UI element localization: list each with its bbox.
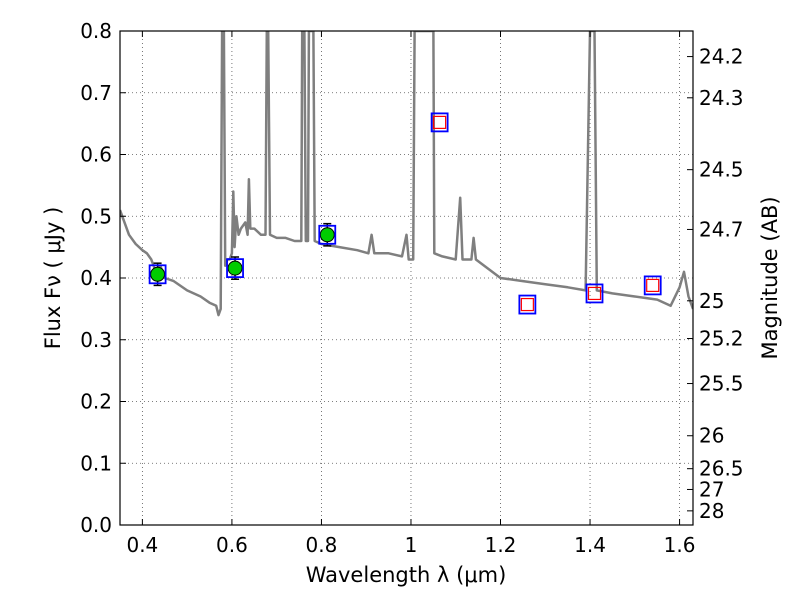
model-flux-square (318, 224, 337, 245)
y-tick-label: 0.2 (80, 390, 112, 414)
photometry-points (148, 112, 662, 315)
y-tick-label: 0.3 (80, 328, 112, 352)
y-tick-label: 0.6 (80, 143, 112, 167)
magnitude-tick-label: 24.3 (699, 86, 744, 110)
y-tick-label: 0.0 (80, 513, 112, 537)
magnitude-axis-title: Magnitude (AB) (758, 196, 782, 359)
y-tick-label: 0.8 (80, 19, 112, 43)
x-tick-label: 1.4 (574, 533, 606, 557)
magnitude-tick-label: 25.5 (699, 372, 744, 396)
model-flux-square (643, 275, 662, 296)
y-axis-title: Flux Fν ( μJy ) (41, 207, 65, 350)
magnitude-tick-label: 28 (699, 499, 724, 523)
y-tick-label: 0.5 (80, 204, 112, 228)
magnitude-tick-label: 24.7 (699, 217, 744, 241)
magnitude-tick-label: 24.2 (699, 45, 744, 69)
model-flux-square (518, 294, 537, 315)
magnitude-tick-label: 25 (699, 289, 724, 313)
magnitude-tick-label: 25.2 (699, 327, 744, 351)
observed-point (150, 266, 166, 282)
upper-limit-point (587, 286, 602, 301)
magnitude-tick-label: 26 (699, 424, 724, 448)
x-axis-ticks: 0.4 0.6 0.8 1 1.2 1.4 1.6 (126, 31, 695, 557)
x-tick-label: 0.8 (306, 533, 338, 557)
observed-point (319, 227, 335, 243)
model-flux-square (585, 283, 604, 304)
grid-lines (120, 30, 693, 526)
model-flux-square (148, 264, 167, 285)
x-tick-label: 1.6 (664, 533, 696, 557)
magnitude-tick-label: 26.5 (699, 457, 744, 481)
y-tick-label: 0.7 (80, 81, 112, 105)
magnitude-tick-label: 27 (699, 477, 724, 501)
y-tick-label: 0.1 (80, 451, 112, 475)
y-axis-ticks: 0.0 0.1 0.2 0.3 0.4 0.5 0.6 0.7 0.8 (80, 19, 126, 537)
upper-limit-point (520, 297, 534, 312)
model-flux-square (430, 112, 449, 133)
x-tick-label: 0.6 (216, 533, 248, 557)
model-spectrum (120, 31, 693, 317)
x-tick-label: 0.4 (126, 533, 158, 557)
plot-frame (119, 30, 694, 526)
upper-limit-point (433, 115, 447, 129)
x-axis-title: Wavelength λ (μm) (306, 563, 507, 587)
spectrum-line (120, 31, 693, 317)
upper-limit-point (646, 278, 660, 293)
model-flux-square (226, 258, 244, 279)
magnitude-tick-label: 24.5 (699, 158, 744, 182)
x-tick-label: 1 (405, 533, 418, 557)
y-tick-label: 0.4 (80, 266, 112, 290)
observed-point (227, 260, 243, 276)
x-tick-label: 1.2 (485, 533, 517, 557)
